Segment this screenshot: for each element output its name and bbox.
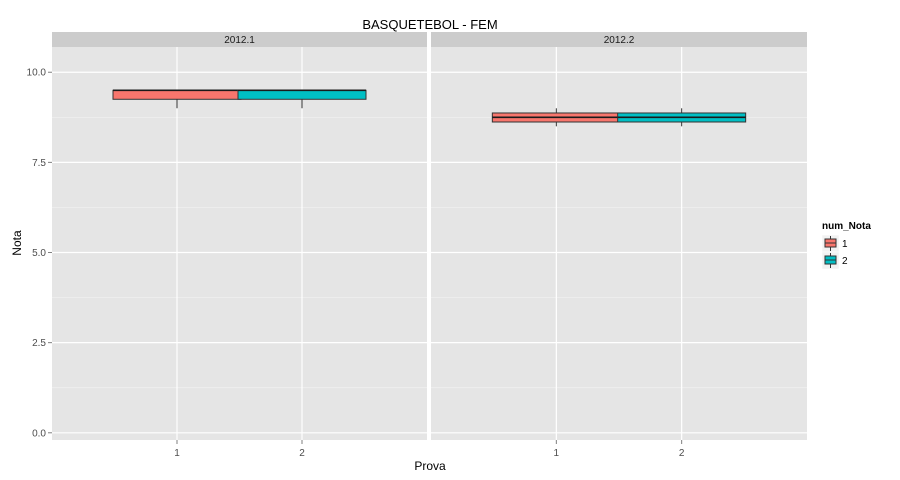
facet-panel: 2012.2 1 2 xyxy=(431,32,807,459)
y-axis-title: Nota xyxy=(10,230,24,256)
legend-item: 2 xyxy=(821,251,848,270)
y-tick-label: 2.5 xyxy=(32,338,46,349)
legend-label: 2 xyxy=(842,256,848,267)
boxplot-box xyxy=(617,108,747,127)
x-tick-label: 2 xyxy=(679,448,685,459)
legend-item: 1 xyxy=(821,234,848,253)
y-tick-label: 10.0 xyxy=(27,68,47,79)
box-iqr xyxy=(237,89,367,100)
legend-title: num_Nota xyxy=(822,221,871,232)
x-tick-label: 2 xyxy=(299,448,305,459)
facet-panels: 2012.1 1 2 2012.2 1 2 xyxy=(52,32,807,459)
facet-strip-label: 2012.2 xyxy=(604,35,635,46)
chart-title: BASQUETEBOL - FEM xyxy=(362,17,497,32)
panel-background xyxy=(431,47,807,440)
facet-strip-label: 2012.1 xyxy=(224,35,255,46)
y-tick-label: 7.5 xyxy=(32,158,46,169)
y-tick-label: 0.0 xyxy=(32,428,46,439)
panel-background xyxy=(52,47,427,440)
x-tick-label: 1 xyxy=(554,448,560,459)
facet-strip xyxy=(52,32,427,47)
x-tick-label: 1 xyxy=(174,448,180,459)
boxplot-box xyxy=(237,89,367,109)
y-axis: 0.0 2.5 5.0 7.5 10.0 xyxy=(27,68,52,439)
y-tick-label: 5.0 xyxy=(32,248,46,259)
facet-strip xyxy=(431,32,807,47)
legend-label: 1 xyxy=(842,239,848,250)
legend: num_Nota 1 2 xyxy=(821,221,871,270)
x-axis-title: Prova xyxy=(414,459,446,473)
box-iqr xyxy=(112,89,242,100)
facet-panel: 2012.1 1 2 xyxy=(52,32,427,459)
